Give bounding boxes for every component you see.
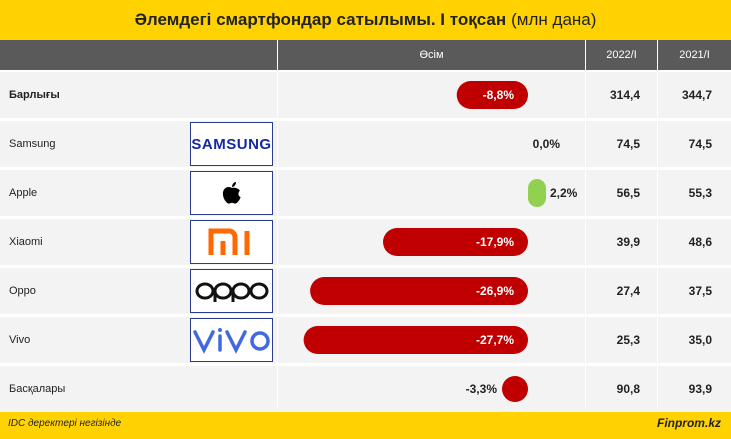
- value-2022-xiaomi: 39,9: [616, 235, 640, 249]
- xiaomi-mark: [208, 228, 249, 255]
- header-blank: [0, 40, 277, 70]
- footer-bar: [0, 412, 731, 439]
- value-2022-vivo: 25,3: [616, 333, 640, 347]
- row-label-others: Басқалары: [9, 383, 66, 395]
- table-row: [0, 366, 731, 412]
- value-2022-total: 314,4: [609, 88, 640, 102]
- samsung-wordmark: SAMSUNG: [191, 135, 272, 153]
- row-label-vivo: Vivo: [9, 334, 31, 346]
- header-growth: Өсім: [278, 40, 585, 70]
- apple-icon: [190, 171, 273, 215]
- title-unit: (млн дана): [511, 10, 597, 29]
- value-2021-apple: 55,3: [688, 186, 712, 200]
- value-2022-samsung: 74,5: [616, 137, 640, 151]
- column-divider: [585, 70, 586, 409]
- value-2022-others: 90,8: [616, 382, 640, 396]
- value-2021-vivo: 35,0: [688, 333, 712, 347]
- vivo-wordmark: [192, 328, 270, 354]
- column-divider: [657, 70, 658, 409]
- row-label-samsung: Samsung: [9, 138, 56, 150]
- table-row: [0, 170, 731, 216]
- logo-samsung: SAMSUNG: [190, 122, 273, 166]
- value-2021-oppo: 37,5: [688, 284, 712, 298]
- row-label-oppo: Oppo: [9, 285, 36, 297]
- value-2022-oppo: 27,4: [616, 284, 640, 298]
- value-2022-apple: 56,5: [616, 186, 640, 200]
- table-row: [0, 121, 731, 167]
- chart-title: Әлемдегі смартфондар сатылымы. I тоқсан …: [0, 0, 731, 40]
- value-2021-total: 344,7: [681, 88, 712, 102]
- apple-glyph: [222, 182, 241, 204]
- table-row: [0, 219, 731, 265]
- row-label-xiaomi: Xiaomi: [9, 236, 43, 248]
- oppo-wordmark: [195, 282, 268, 302]
- value-2021-xiaomi: 48,6: [688, 235, 712, 249]
- logo-vivo: [190, 318, 273, 362]
- column-divider: [277, 70, 278, 409]
- logo-oppo: [190, 269, 273, 313]
- source-note: IDC деректері негізінде: [8, 418, 122, 429]
- brand-logo: Finprom.kz: [656, 416, 721, 430]
- header-2022: 2022/I: [586, 40, 657, 70]
- header-2021: 2021/I: [658, 40, 731, 70]
- row-label-total: Барлығы: [9, 89, 60, 101]
- value-2021-others: 93,9: [688, 382, 712, 396]
- logo-xiaomi: [190, 220, 273, 264]
- table-row: [0, 72, 731, 118]
- row-label-apple: Apple: [9, 187, 38, 199]
- value-2021-samsung: 74,5: [688, 137, 712, 151]
- title-main: Әлемдегі смартфондар сатылымы. I тоқсан: [134, 10, 507, 29]
